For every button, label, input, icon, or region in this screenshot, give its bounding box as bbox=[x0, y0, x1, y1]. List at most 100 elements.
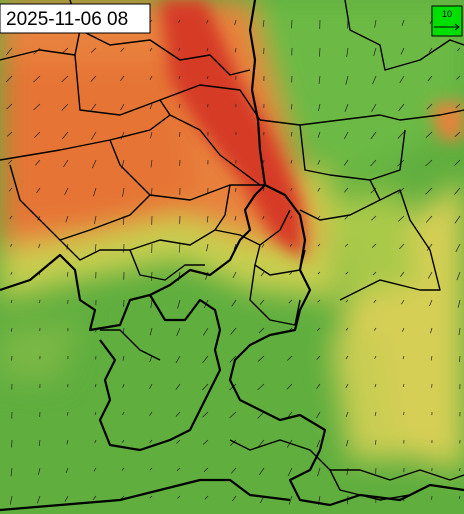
wind-arrow bbox=[149, 467, 153, 471]
wind-arrow bbox=[262, 215, 265, 220]
wind-arrow bbox=[345, 383, 349, 388]
wind-arrow bbox=[401, 299, 405, 305]
wind-arrow bbox=[175, 411, 181, 417]
wind-arrow bbox=[91, 159, 97, 169]
timestamp-background bbox=[0, 3, 151, 34]
wind-arrow bbox=[400, 271, 405, 277]
wind-arrow bbox=[316, 355, 321, 360]
wind-arrow bbox=[178, 243, 181, 253]
wind-arrow bbox=[149, 47, 153, 52]
wind-arrow bbox=[427, 75, 433, 82]
wind-arrow bbox=[425, 159, 433, 167]
wind-arrow bbox=[10, 327, 13, 332]
wind-arrow bbox=[120, 75, 125, 82]
wind-arrow bbox=[204, 495, 209, 500]
wind-arrow bbox=[375, 439, 377, 445]
wind-arrow bbox=[317, 467, 321, 477]
wind-arrow bbox=[374, 383, 377, 388]
wind-arrow bbox=[176, 467, 181, 472]
wind-arrow bbox=[207, 75, 209, 80]
timestamp-box: 2025-11-06 08 bbox=[0, 3, 151, 34]
wind-arrow bbox=[259, 299, 265, 305]
wind-arrow bbox=[345, 271, 349, 275]
wind-arrow bbox=[257, 439, 265, 448]
wind-arrow bbox=[316, 439, 321, 448]
wind-arrow bbox=[149, 411, 153, 416]
wind-arrow bbox=[345, 327, 349, 331]
wind-arrow bbox=[34, 131, 41, 138]
wind-arrow bbox=[179, 131, 181, 137]
wind-arrow bbox=[425, 215, 433, 223]
wind-arrow bbox=[149, 75, 153, 81]
wind-arrow bbox=[229, 355, 237, 363]
wind-arrow bbox=[65, 215, 69, 223]
wind-arrow bbox=[149, 327, 153, 336]
wind-arrow bbox=[397, 131, 405, 139]
wind-arrow bbox=[9, 495, 13, 505]
wind-arrow bbox=[38, 243, 41, 248]
wind-arrow bbox=[35, 159, 41, 166]
wind-arrow bbox=[90, 75, 97, 82]
wind-arrow bbox=[455, 243, 461, 253]
wind-arrow bbox=[122, 383, 125, 388]
wind-arrow bbox=[176, 327, 181, 337]
wind-arrow bbox=[175, 355, 181, 364]
wind-arrow bbox=[430, 355, 433, 361]
wind-arrow bbox=[371, 103, 377, 112]
wind-arrow bbox=[372, 271, 377, 276]
wind-arrow bbox=[262, 19, 265, 27]
wind-arrow bbox=[36, 495, 41, 504]
wind-arrow bbox=[289, 243, 293, 247]
wind-arrow bbox=[344, 103, 349, 112]
wind-arrow bbox=[317, 243, 321, 247]
wind-arrow bbox=[425, 187, 433, 195]
field-colors bbox=[0, 0, 464, 470]
wind-arrow bbox=[290, 159, 293, 164]
wind-arrow bbox=[374, 411, 377, 416]
wind-arrow bbox=[206, 19, 209, 24]
wind-arrow bbox=[202, 327, 209, 336]
wind-arrow bbox=[149, 439, 153, 444]
wind-arrow bbox=[286, 383, 293, 390]
wind-arrow bbox=[258, 327, 265, 334]
wind-arrow bbox=[91, 131, 97, 140]
wind-arrow bbox=[61, 103, 69, 111]
wind-arrow bbox=[401, 19, 405, 26]
wind-arrow bbox=[374, 355, 377, 359]
wind-arrow bbox=[316, 411, 321, 419]
wind-arrow bbox=[457, 47, 461, 52]
wind-arrow bbox=[344, 243, 349, 247]
wind-arrow bbox=[10, 271, 13, 275]
wind-arrow bbox=[10, 467, 13, 477]
wind-arrow bbox=[178, 103, 181, 108]
legend-background bbox=[431, 5, 463, 37]
wind-arrow bbox=[371, 215, 377, 221]
wind-arrow bbox=[201, 383, 209, 391]
wind-arrow bbox=[231, 495, 237, 502]
wind-arrow bbox=[400, 47, 405, 55]
wind-arrow bbox=[288, 299, 293, 304]
wind-arrow bbox=[206, 215, 209, 223]
wind-arrow bbox=[64, 187, 69, 196]
wind-arrow bbox=[232, 271, 237, 279]
wind-arrow bbox=[257, 383, 265, 391]
wind-arrow bbox=[316, 383, 321, 389]
wind-arrow bbox=[317, 159, 321, 165]
wind-arrow bbox=[150, 299, 153, 309]
wind-arrow bbox=[94, 439, 97, 444]
wind-arrow bbox=[178, 75, 181, 80]
wind-arrow bbox=[234, 215, 237, 221]
wind-arrow bbox=[319, 47, 321, 57]
wind-arrow bbox=[261, 243, 265, 248]
wind-arrow bbox=[62, 131, 69, 140]
wind-arrow bbox=[202, 411, 209, 418]
wind-arrow bbox=[230, 467, 237, 474]
wind-arrow bbox=[66, 439, 69, 445]
wind-arrow bbox=[374, 19, 377, 28]
wind-arrow bbox=[121, 495, 125, 499]
wind-arrow bbox=[235, 187, 237, 192]
wind-arrow bbox=[398, 215, 405, 222]
wind-arrow bbox=[8, 187, 13, 192]
wind-arrow bbox=[372, 75, 377, 85]
